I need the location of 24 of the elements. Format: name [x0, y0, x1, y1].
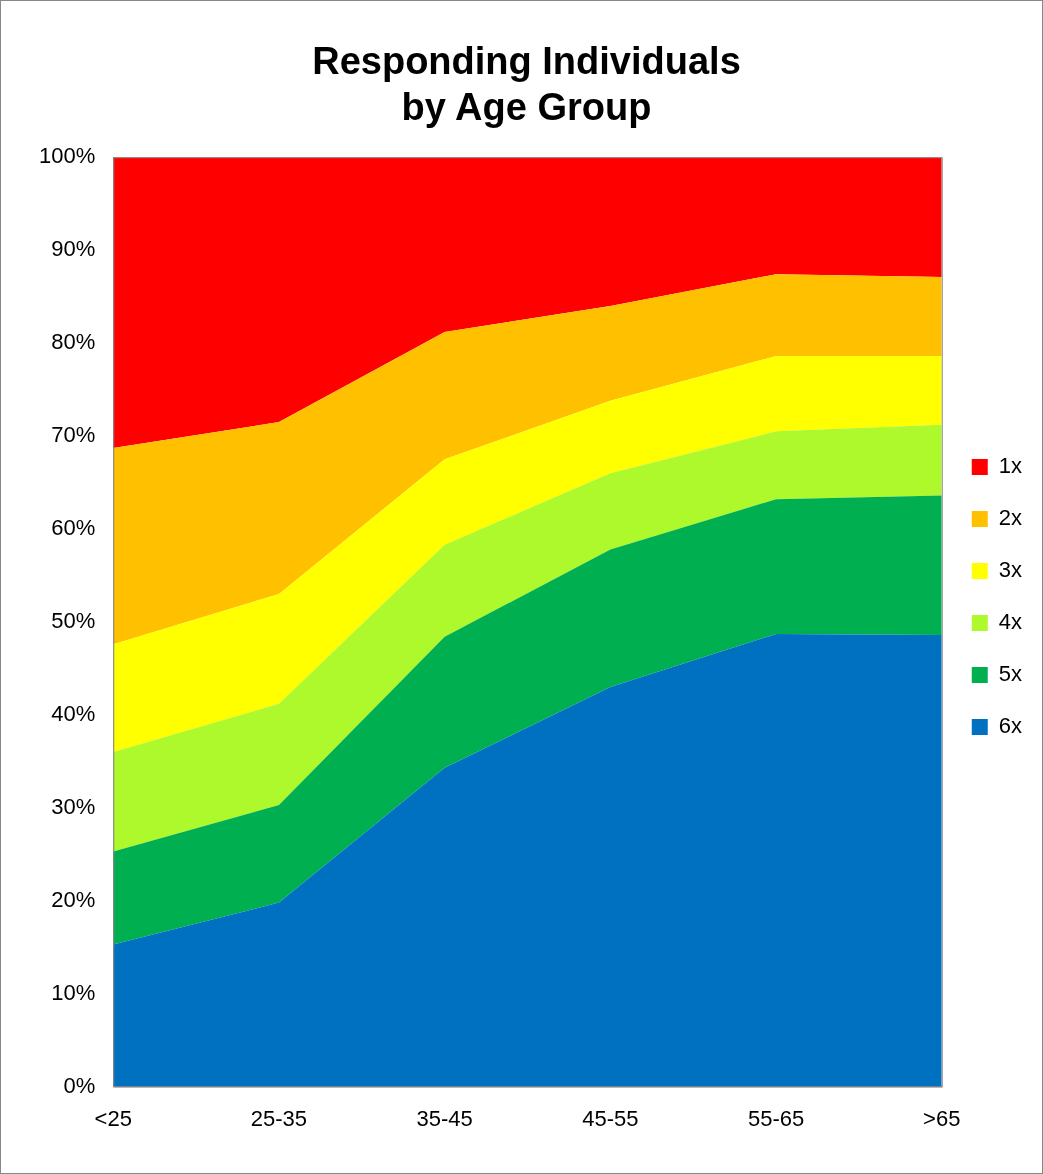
x-tick-label: 45-55 — [582, 1105, 639, 1131]
y-tick-label: 40% — [51, 700, 96, 726]
legend-label: 6x — [998, 713, 1023, 739]
x-tick-label: >65 — [923, 1105, 961, 1131]
chart-title: Responding Individuals by Age Group — [312, 40, 741, 128]
y-tick-label: 10% — [51, 979, 96, 1005]
y-tick-label: 50% — [51, 607, 96, 633]
y-tick-label: 20% — [51, 886, 96, 912]
legend-label: 5x — [998, 661, 1023, 687]
x-tick-label: <25 — [94, 1105, 132, 1131]
y-tick-label: 30% — [51, 793, 96, 819]
y-tick-label: 70% — [51, 422, 96, 448]
legend-label: 3x — [998, 557, 1023, 583]
x-tick-label: 55-65 — [747, 1105, 805, 1131]
x-tick-label: 25-35 — [250, 1105, 308, 1131]
y-tick-label: 60% — [51, 515, 96, 541]
y-tick-label: 0% — [63, 1072, 96, 1098]
legend-label: 4x — [998, 609, 1023, 635]
y-tick-label: 100% — [38, 143, 96, 169]
x-tick-label: 35-45 — [416, 1105, 473, 1131]
y-tick-label: 90% — [51, 236, 96, 262]
legend-label: 2x — [998, 505, 1023, 531]
y-tick-label: 80% — [51, 329, 96, 355]
legend-label: 1x — [998, 453, 1023, 479]
